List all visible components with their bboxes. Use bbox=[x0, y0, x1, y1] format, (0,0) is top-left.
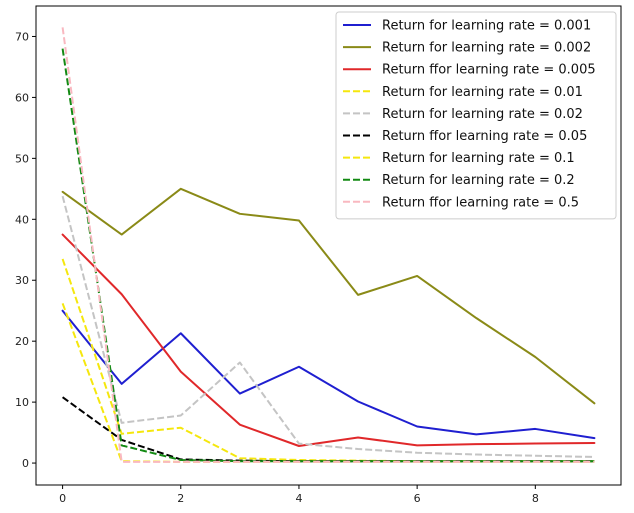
series-line-2 bbox=[61, 187, 596, 405]
y-tick-label: 20 bbox=[15, 335, 29, 348]
legend-label-7: Return for learning rate = 0.1 bbox=[382, 151, 575, 166]
series-line-9 bbox=[61, 27, 595, 463]
legend-label-2: Return for learning rate = 0.002 bbox=[382, 41, 591, 56]
y-tick-label: 60 bbox=[15, 91, 29, 104]
series-line-6 bbox=[62, 396, 595, 463]
legend-label-1: Return for learning rate = 0.001 bbox=[382, 19, 591, 34]
y-tick-label: 50 bbox=[15, 152, 29, 165]
x-tick-label: 4 bbox=[295, 492, 302, 505]
legend-label-3: Return ffor learning rate = 0.005 bbox=[382, 63, 596, 78]
series-line-7 bbox=[61, 303, 595, 463]
y-tick-label: 0 bbox=[22, 457, 29, 470]
y-tick-label: 70 bbox=[15, 30, 29, 43]
x-tick-label: 2 bbox=[177, 492, 184, 505]
plot-area bbox=[61, 27, 596, 463]
legend-box bbox=[335, 11, 617, 220]
legend-label-9: Return ffor learning rate = 0.5 bbox=[382, 195, 579, 210]
series-line-1 bbox=[61, 309, 596, 440]
series-line-3 bbox=[61, 233, 596, 447]
x-tick-label: 0 bbox=[59, 492, 66, 505]
axes-frame bbox=[35, 5, 622, 486]
axes-border bbox=[35, 5, 622, 486]
legend-label-5: Return for learning rate = 0.02 bbox=[382, 107, 583, 122]
y-tick-label: 30 bbox=[15, 274, 29, 287]
x-tick-label: 8 bbox=[532, 492, 539, 505]
legend-label-4: Return for learning rate = 0.01 bbox=[382, 85, 583, 100]
legend-label-8: Return for learning rate = 0.2 bbox=[382, 173, 575, 188]
axis-ticks: 0 2 4 6 8 0 10 20 30 40 50 60 70 bbox=[15, 30, 539, 505]
legend: Return for learning rate = 0.001 Return f… bbox=[335, 11, 617, 220]
y-tick-label: 10 bbox=[15, 396, 29, 409]
series-line-5 bbox=[61, 195, 595, 458]
legend-label-6: Return ffor learning rate = 0.05 bbox=[382, 129, 587, 144]
y-tick-label: 40 bbox=[15, 213, 29, 226]
x-tick-label: 6 bbox=[414, 492, 421, 505]
